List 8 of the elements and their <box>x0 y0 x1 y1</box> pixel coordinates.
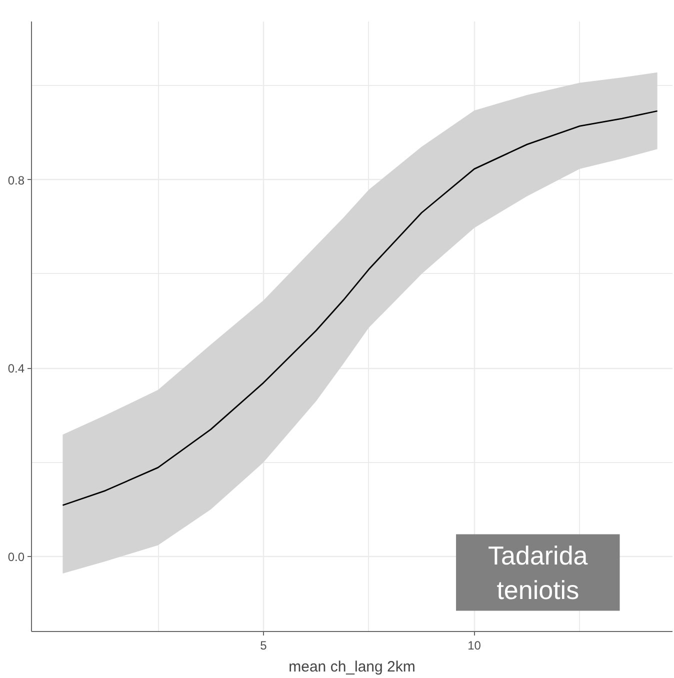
y-tick-label: 0.8 <box>8 173 25 188</box>
line-series <box>62 110 658 506</box>
x-axis-title: mean ch_lang 2km <box>288 658 416 676</box>
annotation: Tadarida teniotis <box>488 540 588 605</box>
x-tick-label: 5 <box>260 638 268 652</box>
y-tick-label: 0.4 <box>8 362 25 376</box>
y-tick-label: 0.0 <box>8 550 25 564</box>
x-tick-label: 10 <box>468 638 482 652</box>
